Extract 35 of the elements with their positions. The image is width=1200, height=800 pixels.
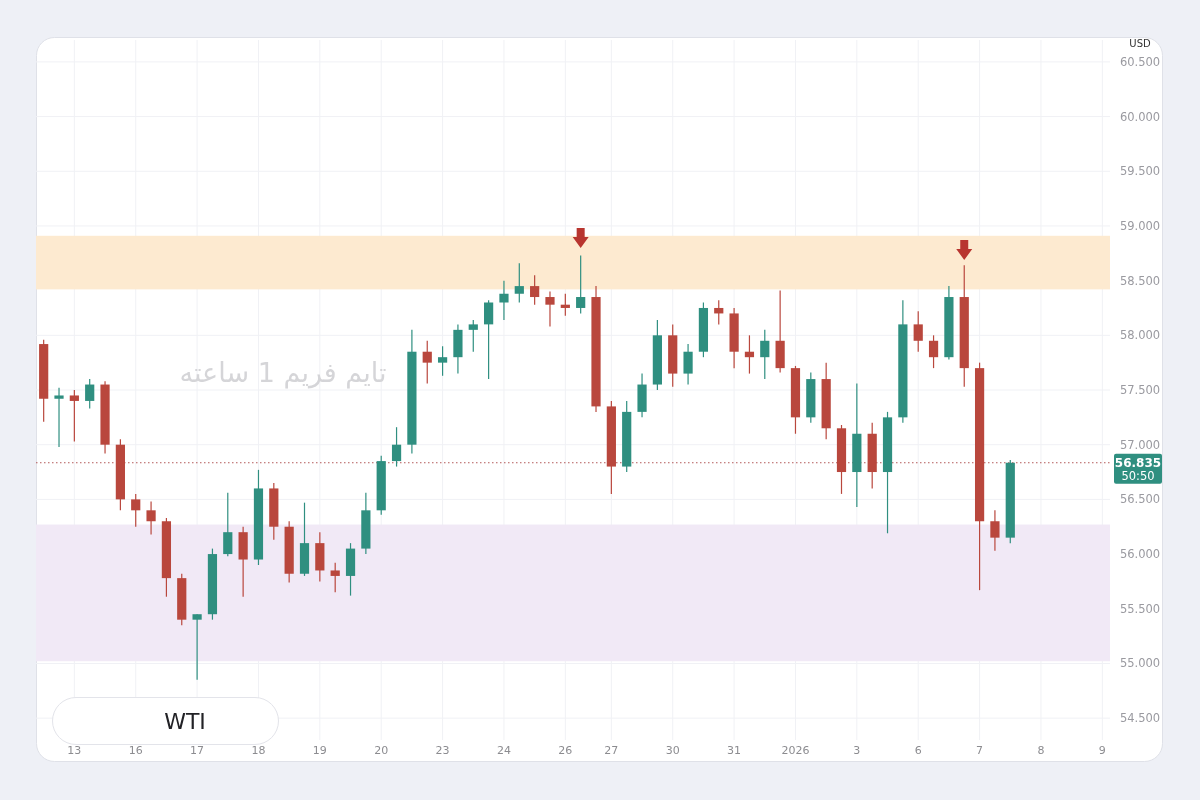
y-tick-label: 59.500 — [1119, 164, 1161, 179]
y-tick-label: 58.500 — [1119, 273, 1161, 288]
y-tick-label: 56.500 — [1119, 492, 1161, 507]
x-tick-label: 3 — [853, 744, 861, 757]
y-tick-label: 57.000 — [1119, 437, 1161, 452]
x-tick-label: 27 — [604, 744, 619, 757]
x-tick-label: 19 — [312, 744, 327, 757]
y-tick-label: 55.000 — [1119, 656, 1161, 671]
x-tick-label: 31 — [727, 744, 742, 757]
y-tick-label: 55.500 — [1119, 601, 1161, 616]
y-tick-label: 57.500 — [1119, 383, 1161, 397]
x-tick-label: 16 — [128, 744, 143, 757]
y-axis-title: USD — [1129, 38, 1151, 49]
x-tick-label: 30 — [665, 744, 680, 757]
y-tick-label: 56.000 — [1119, 547, 1161, 562]
x-tick-label: 23 — [435, 744, 450, 757]
x-tick-label: 18 — [251, 744, 266, 757]
title: WTI — [164, 709, 206, 734]
x-tick-label: 20 — [374, 744, 389, 757]
x-tick-label: 24 — [496, 744, 511, 757]
x-tick-label: 17 — [190, 744, 205, 757]
y-tick-label: 60.000 — [1119, 109, 1161, 124]
ref-label: 56.835 — [1114, 456, 1162, 471]
x-tick-label: 7 — [976, 744, 984, 757]
timer: 50:50 — [1121, 468, 1155, 483]
x-tick-label: 6 — [914, 744, 922, 757]
x-tick-label: 9 — [1098, 744, 1106, 757]
y-tick-label: 59.000 — [1119, 218, 1161, 233]
x-tick-label: 26 — [558, 744, 573, 757]
y-tick-label: 60.500 — [1119, 54, 1161, 69]
y-tick-label: 58.000 — [1119, 328, 1161, 343]
x-tick-label: 2026 — [781, 744, 810, 757]
y-tick-label: 54.500 — [1119, 711, 1161, 726]
x-tick-label: 8 — [1037, 744, 1045, 757]
x-tick-label: 13 — [67, 744, 82, 757]
